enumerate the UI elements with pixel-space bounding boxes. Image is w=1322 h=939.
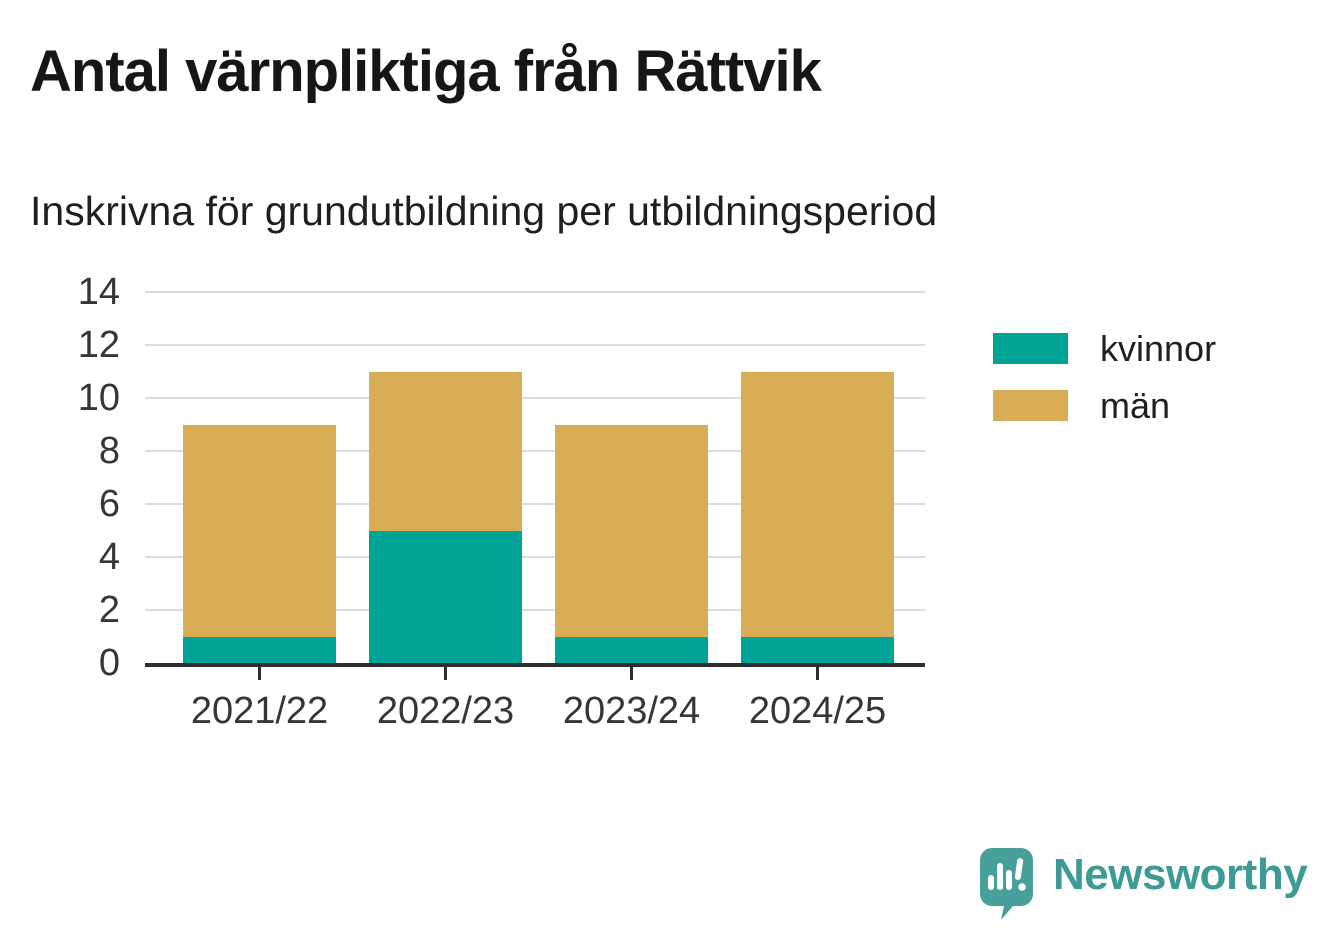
legend-label-kvinnor: kvinnor bbox=[1100, 328, 1217, 369]
bar-2022-23 bbox=[369, 371, 522, 663]
newsworthy-logo-icon bbox=[980, 848, 1033, 920]
y-tick-label-6: 6 bbox=[98, 483, 120, 525]
y-tick-label-10: 10 bbox=[77, 377, 120, 419]
x-tick-label-2024-25: 2024/25 bbox=[748, 690, 887, 732]
x-tick-label-2022-23: 2022/23 bbox=[376, 690, 515, 732]
y-tick-label-14: 14 bbox=[77, 271, 120, 313]
y-tick-label-0: 0 bbox=[98, 642, 120, 684]
gridline-y-2 bbox=[145, 609, 925, 611]
bar-segment-kvinnor-2021-22 bbox=[183, 636, 336, 663]
gridline-y-12 bbox=[145, 344, 925, 346]
x-tick-2023-24 bbox=[630, 667, 633, 680]
gridline-y-4 bbox=[145, 556, 925, 558]
x-tick-2021-22 bbox=[258, 667, 261, 680]
gridline-y-8 bbox=[145, 450, 925, 452]
y-tick-label-12: 12 bbox=[77, 324, 120, 366]
gridline-y-10 bbox=[145, 397, 925, 399]
bar-2024-25 bbox=[741, 371, 894, 663]
legend: kvinnor män bbox=[993, 328, 1217, 447]
page-title: Antal värnpliktiga från Rättvik bbox=[30, 39, 822, 104]
x-tick-2022-23 bbox=[444, 667, 447, 680]
x-tick-label-2023-24: 2023/24 bbox=[562, 690, 701, 732]
legend-swatch-kvinnor-icon bbox=[993, 333, 1068, 364]
y-tick-label-8: 8 bbox=[98, 430, 120, 472]
bar-segment-män-2022-23 bbox=[369, 371, 522, 531]
y-tick-label-4: 4 bbox=[98, 536, 120, 578]
bar-segment-kvinnor-2024-25 bbox=[741, 636, 894, 663]
brand-name: Newsworthy bbox=[1053, 850, 1308, 899]
legend-label-man: män bbox=[1100, 385, 1171, 426]
x-tick-label-2021-22: 2021/22 bbox=[190, 690, 329, 732]
legend-item-kvinnor: kvinnor bbox=[993, 328, 1217, 369]
legend-item-man: män bbox=[993, 385, 1216, 426]
gridline-y-6 bbox=[145, 503, 925, 505]
bar-segment-män-2023-24 bbox=[555, 424, 708, 637]
bar-segment-män-2021-22 bbox=[183, 424, 336, 637]
y-tick-label-2: 2 bbox=[98, 589, 120, 631]
bar-2021-22 bbox=[183, 424, 336, 663]
legend-swatch-man-icon bbox=[993, 390, 1068, 421]
x-tick-2024-25 bbox=[816, 667, 819, 680]
gridline-y-14 bbox=[145, 291, 925, 293]
bar-segment-män-2024-25 bbox=[741, 371, 894, 637]
bar-segment-kvinnor-2023-24 bbox=[555, 636, 708, 663]
page-subtitle: Inskrivna för grundutbildning per utbild… bbox=[30, 188, 938, 234]
bar-segment-kvinnor-2022-23 bbox=[369, 530, 522, 663]
brand-footer: Newsworthy bbox=[980, 848, 1308, 921]
bar-2023-24 bbox=[555, 424, 708, 663]
plot-area bbox=[145, 291, 925, 667]
